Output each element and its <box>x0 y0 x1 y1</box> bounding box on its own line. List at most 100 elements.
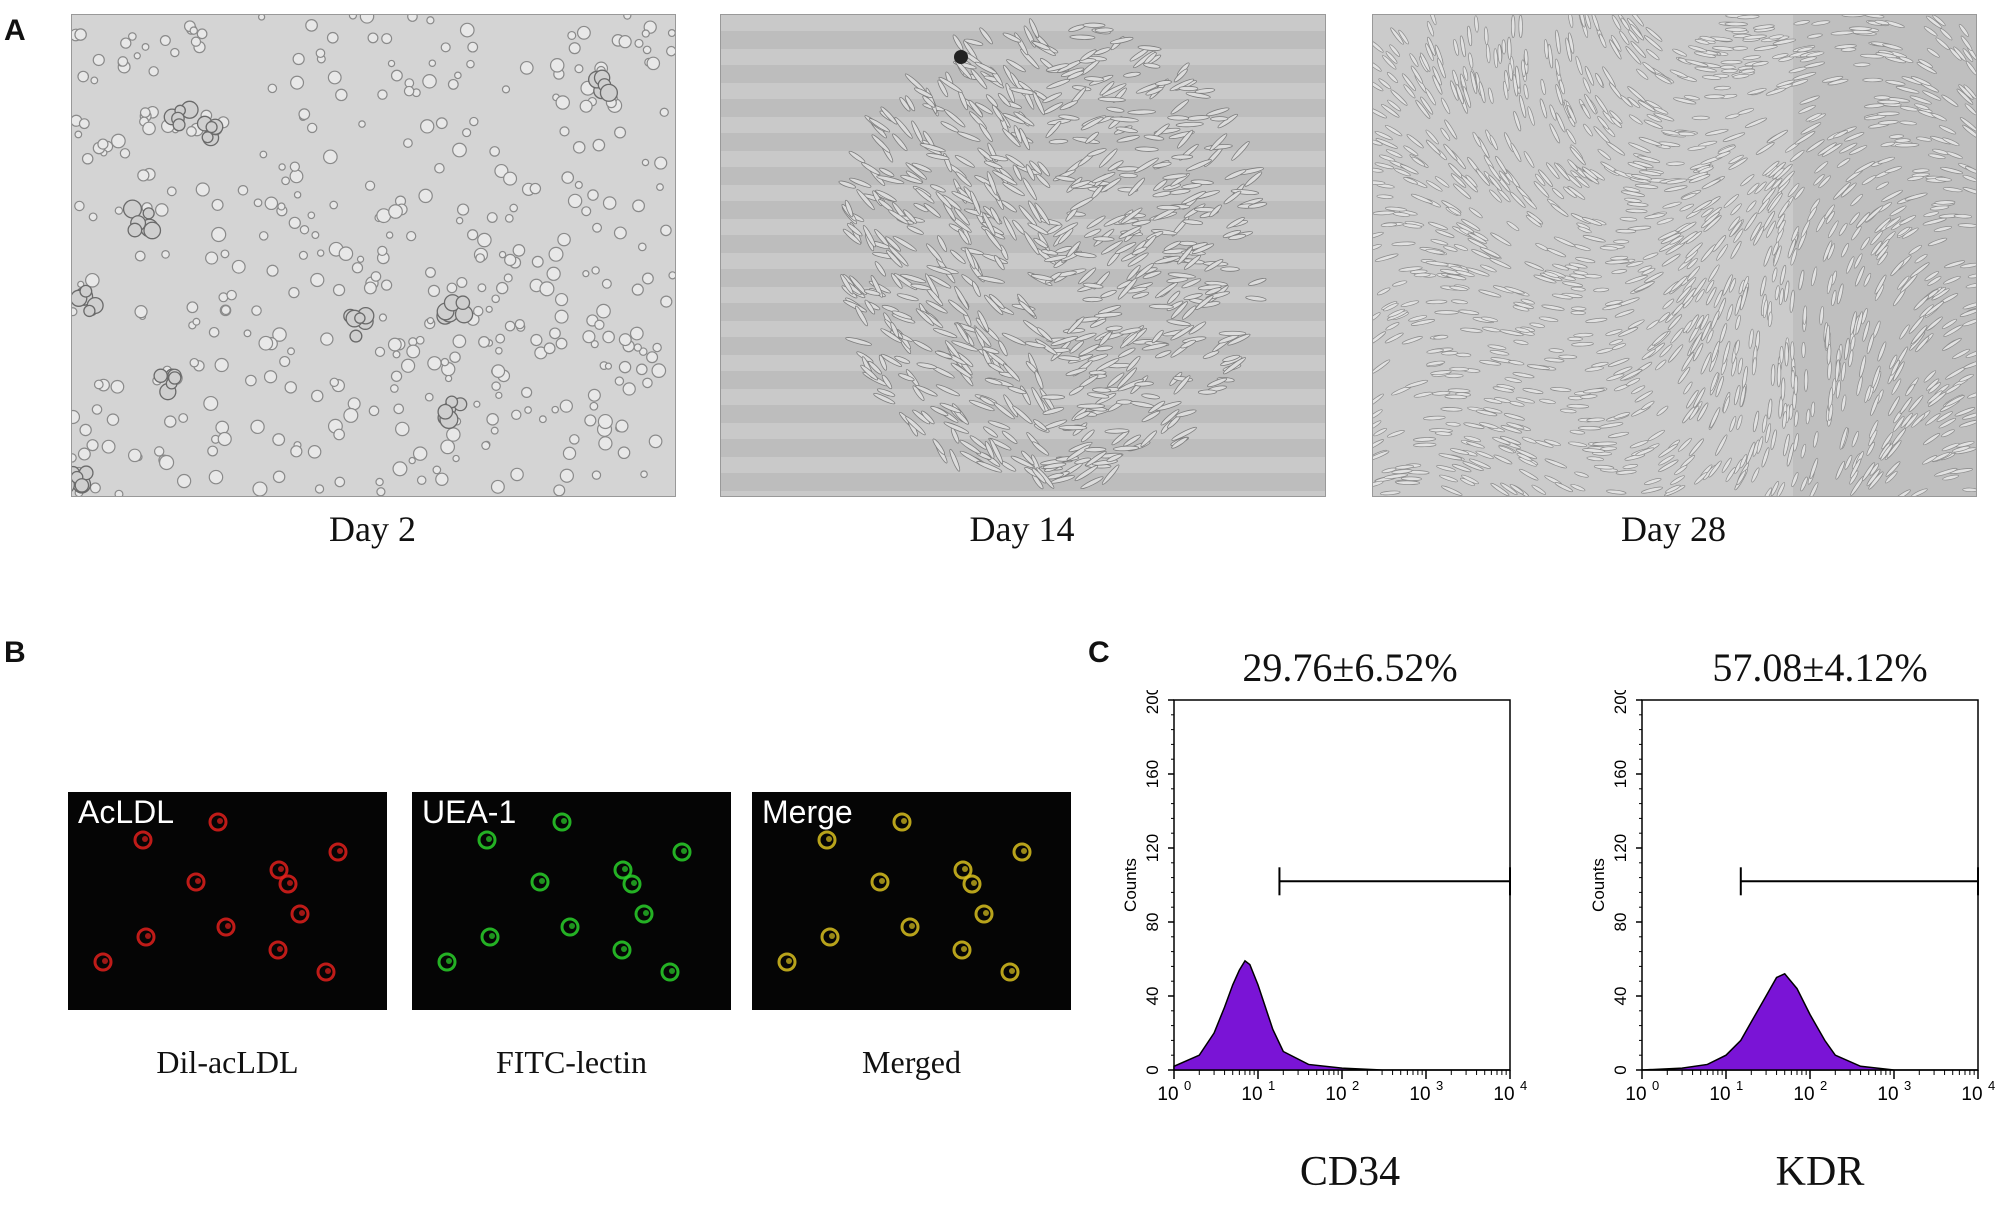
spindle-cell <box>1058 114 1080 121</box>
spindle-cell <box>1877 341 1887 362</box>
spindle-cell <box>1700 352 1712 375</box>
cell <box>462 128 472 138</box>
spindle-cell <box>1797 46 1814 53</box>
spindle-cell <box>890 273 903 289</box>
spindle-cell <box>968 99 983 118</box>
spindle-cell <box>1123 71 1141 78</box>
spindle-cell <box>1009 87 1038 95</box>
spindle-cell <box>1478 289 1502 298</box>
spindle-cell <box>1658 454 1675 466</box>
cell <box>272 470 286 484</box>
spindle-cell <box>1025 164 1035 181</box>
spindle-cell <box>1661 253 1681 267</box>
spindle-cell <box>1401 336 1423 345</box>
spindle-cell <box>1086 392 1110 399</box>
spindle-cell <box>1522 195 1537 210</box>
fluorescent-cell <box>817 830 837 850</box>
spindle-cell <box>1100 240 1123 255</box>
cell <box>277 202 286 211</box>
spindle-cell <box>1087 148 1107 157</box>
spindle-cell <box>1501 39 1506 55</box>
spindle-cell <box>1003 394 1019 418</box>
cell <box>153 446 165 457</box>
spindle-cell <box>1853 253 1863 269</box>
spindle-cell <box>1803 369 1809 392</box>
spindle-cell <box>1207 377 1228 388</box>
spindle-cell <box>900 273 927 284</box>
spindle-cell <box>1549 104 1557 121</box>
spindle-cell <box>1467 232 1487 244</box>
spindle-cell <box>1899 56 1914 63</box>
cell <box>186 301 199 314</box>
spindle-cell <box>1610 34 1622 52</box>
spindle-cell <box>863 289 881 296</box>
spindle-cell <box>1066 444 1091 461</box>
cell <box>646 351 659 364</box>
spindle-cell <box>1197 389 1217 395</box>
spindle-cell <box>1544 357 1565 363</box>
spindle-cell <box>1069 340 1085 354</box>
spindle-cell <box>1140 430 1158 447</box>
spindle-cell <box>1443 143 1458 161</box>
cell-cluster <box>153 368 168 384</box>
spindle-cell <box>913 202 929 213</box>
fluorescent-cell-core <box>879 878 885 884</box>
spindle-cell <box>1591 15 1600 32</box>
spindle-cell <box>1899 120 1917 126</box>
spindle-cell <box>1717 145 1736 155</box>
spindle-cell <box>1570 310 1586 315</box>
spindle-cell <box>1944 260 1966 269</box>
cell <box>582 270 590 278</box>
cell <box>203 395 219 411</box>
spindle-cell <box>1731 357 1738 377</box>
cell <box>211 226 227 243</box>
spindle-cell <box>1942 187 1963 193</box>
spindle-cell <box>1838 222 1848 236</box>
spindle-cell <box>1579 15 1586 28</box>
spindle-cell <box>1042 407 1065 415</box>
spindle-cell <box>1150 229 1178 236</box>
spindle-cell <box>1490 232 1512 247</box>
spindle-cell <box>864 299 876 315</box>
cell <box>284 381 297 394</box>
fluorescent-cell <box>477 830 497 850</box>
cell <box>114 206 124 215</box>
spindle-cell <box>1547 43 1554 69</box>
spindle-cell <box>970 68 988 90</box>
fluorescent-cell-core <box>643 910 649 916</box>
cell <box>642 45 652 55</box>
cell <box>290 75 305 90</box>
fluorescent-cell-core <box>299 910 305 916</box>
spindle-cell <box>1511 15 1516 38</box>
spindle-cell <box>1712 46 1735 51</box>
spindle-cell <box>1552 263 1570 271</box>
spindle-cell <box>886 249 903 268</box>
spindle-cell <box>1935 37 1950 51</box>
spindle-cell <box>1515 65 1521 89</box>
y-tick-label: 160 <box>1611 760 1630 788</box>
spindle-cell <box>1373 40 1384 53</box>
spindle-cell <box>1824 204 1835 220</box>
spindle-cell <box>1554 482 1574 493</box>
spindle-cell <box>984 441 995 459</box>
spindle-cell <box>1628 142 1651 154</box>
spindle-cell <box>1107 160 1124 172</box>
spindle-cell <box>1480 264 1497 273</box>
spindle-cell <box>1776 213 1786 229</box>
spindle-cell <box>926 265 952 275</box>
cell <box>186 126 197 137</box>
spindle-cell <box>1934 200 1956 205</box>
cell <box>576 25 591 40</box>
spindle-cell <box>1712 235 1727 252</box>
spindle-cell <box>1611 15 1622 31</box>
cell <box>288 216 301 229</box>
fluorescent-cell <box>216 917 236 937</box>
spindle-cell <box>1752 357 1757 376</box>
cell <box>452 334 467 349</box>
cell <box>367 32 379 44</box>
spindle-cell <box>1405 379 1429 388</box>
spindle-cell <box>1566 128 1577 145</box>
spindle-cell <box>1593 464 1615 470</box>
spindle-cell <box>1893 489 1911 496</box>
cell <box>631 283 644 296</box>
